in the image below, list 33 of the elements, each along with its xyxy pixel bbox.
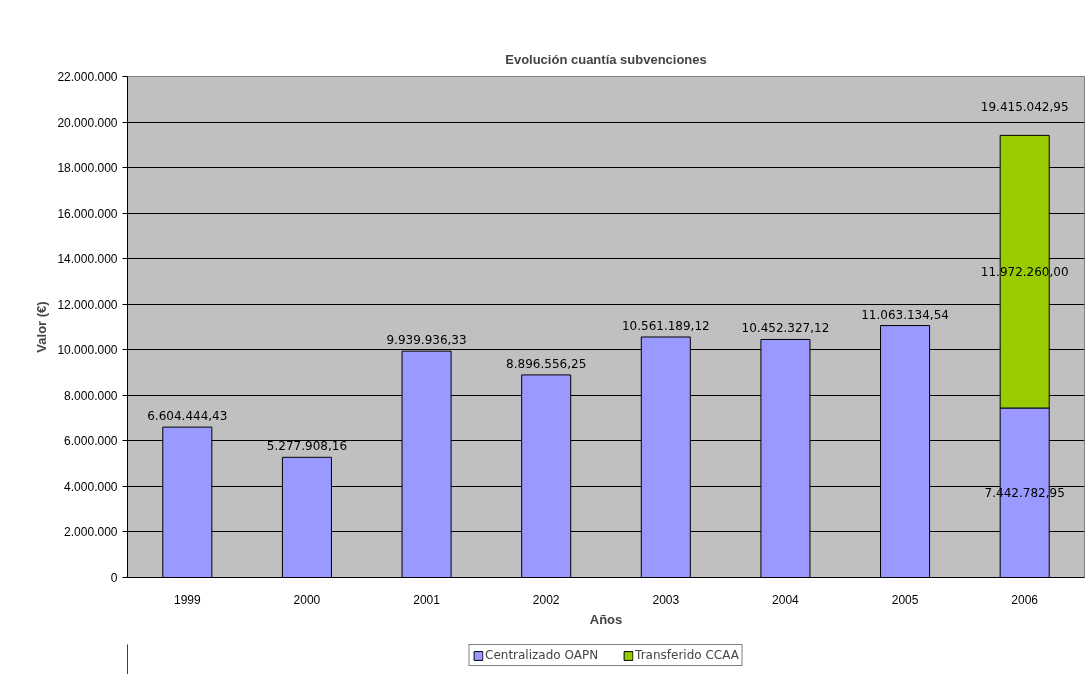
y-tick-label: 2.000.000 xyxy=(64,525,118,540)
y-tick-label: 10.000.000 xyxy=(57,343,118,358)
x-tick-label: 2004 xyxy=(772,592,800,607)
data-label: 5.277.908,16 xyxy=(266,439,348,454)
x-tick-label: 2005 xyxy=(891,592,919,607)
data-label: 6.604.444,43 xyxy=(147,409,228,424)
x-tick-label: 2003 xyxy=(652,592,680,607)
x-tick-label: 1999 xyxy=(173,592,201,607)
data-label: 10.561.189,12 xyxy=(621,318,710,333)
x-tick-label: 2000 xyxy=(293,592,321,607)
y-tick-label: 0 xyxy=(110,571,118,585)
y-tick-label: 8.000.000 xyxy=(64,388,118,403)
y-axis-title: Valor (€) xyxy=(34,301,50,353)
y-tick-label: 16.000.000 xyxy=(57,206,118,221)
data-label: 9.939.936,33 xyxy=(386,333,467,348)
y-tick-label: 4.000.000 xyxy=(64,479,118,494)
y-tick-label: 6.000.000 xyxy=(64,434,118,449)
x-tick-label: 2001 xyxy=(413,592,441,607)
data-label: 8.896.556,25 xyxy=(506,356,587,371)
y-tick-label: 12.000.000 xyxy=(57,297,118,312)
y-tick-label: 22.000.000 xyxy=(57,70,118,84)
y-tick-label: 14.000.000 xyxy=(57,252,118,267)
x-tick-label: 2006 xyxy=(1011,592,1039,607)
data-label: 11.063.134,54 xyxy=(861,307,949,322)
x-axis-title: Años xyxy=(589,611,623,627)
x-tick-label: 2002 xyxy=(532,592,560,607)
total-label: 19.415.042,95 xyxy=(980,100,1069,115)
legend-label: Centralizado OAPN xyxy=(485,648,599,662)
y-tick-label: 18.000.000 xyxy=(57,161,118,176)
y-tick-label: 20.000.000 xyxy=(57,115,118,130)
chart-title: Evolución cuantía subvenciones xyxy=(505,51,707,67)
legend-label: Transferido CCAA xyxy=(635,648,739,662)
data-label: 10.452.327,12 xyxy=(741,321,830,336)
